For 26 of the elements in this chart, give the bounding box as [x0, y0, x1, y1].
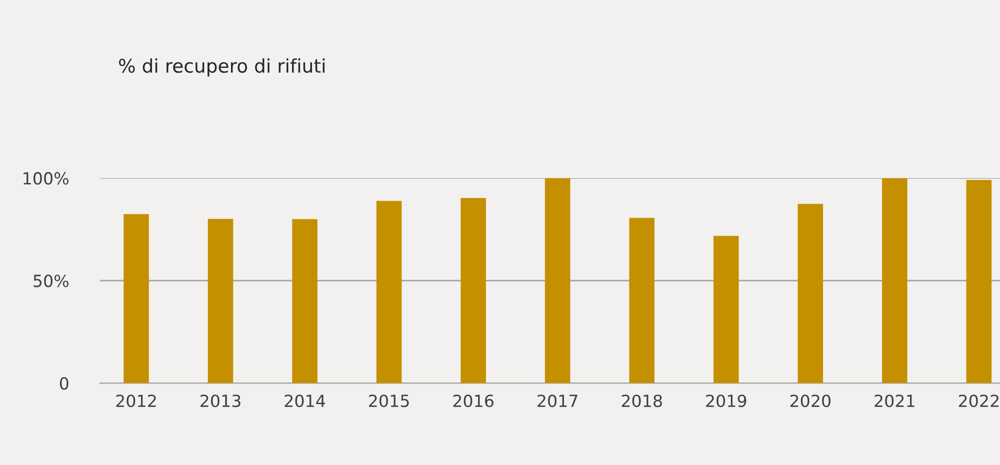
y-tick-label: 0: [60, 377, 68, 390]
bar: [544, 178, 570, 384]
bar: [376, 200, 402, 384]
x-tick-label: 2016: [453, 394, 494, 408]
x-tick-label: 2022: [958, 394, 998, 408]
bar: [460, 198, 486, 384]
bar: [124, 214, 149, 384]
chart-title: % di recupero di rifiuti: [119, 58, 325, 76]
y-tick-label: 50%: [34, 274, 69, 288]
y-tick-label: 100%: [24, 172, 69, 185]
x-tick-label: 2018: [622, 394, 662, 408]
x-tick-label: 2021: [874, 394, 914, 408]
bar: [208, 218, 234, 384]
bar: [798, 204, 824, 384]
bar: [713, 236, 739, 384]
bar: [882, 178, 908, 384]
x-tick-label: 2015: [369, 394, 409, 408]
x-tick-label: 2012: [116, 394, 156, 408]
x-tick-label: 2020: [790, 394, 830, 408]
bar: [292, 219, 318, 384]
x-tick-label: 2013: [200, 394, 240, 408]
bar: [629, 218, 654, 384]
x-tick-label: 2017: [538, 394, 578, 408]
bar: [966, 180, 992, 384]
x-tick-label: 2014: [284, 394, 326, 408]
x-tick-label: 2019: [706, 394, 746, 408]
